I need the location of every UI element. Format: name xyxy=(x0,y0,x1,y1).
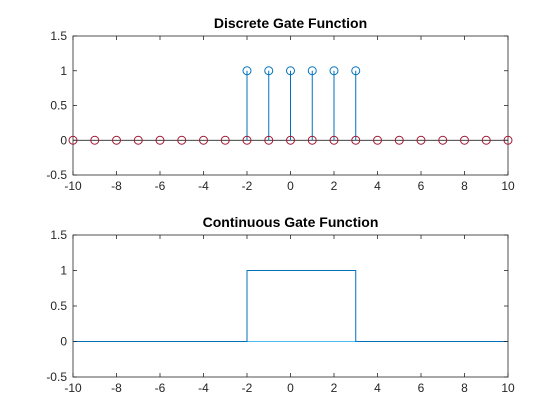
discrete-x-tick-label: -6 xyxy=(155,179,166,193)
discrete-x-tick-label: -2 xyxy=(242,179,253,193)
continuous-plot-marks xyxy=(73,270,508,342)
stem-point-zero xyxy=(90,135,100,145)
continuous-x-tick-labels: -10 -8 -6 -4 -2 0 2 4 6 8 10 xyxy=(64,381,515,395)
stem-point-one xyxy=(242,66,252,76)
discrete-y-tick-label: -0.5 xyxy=(46,168,67,182)
stem-point-zero xyxy=(394,135,404,145)
stem-point-one xyxy=(264,66,274,76)
discrete-x-tick-label: 6 xyxy=(418,179,425,193)
continuous-y-tick-labels: -0.5 0 0.5 1 1.5 xyxy=(46,228,67,384)
discrete-y-tick-label: 1.5 xyxy=(50,29,67,43)
continuous-y-tick-label: 0.5 xyxy=(50,299,67,313)
continuous-y-tick-label: 1.5 xyxy=(50,228,67,242)
continuous-x-tick-label: 4 xyxy=(374,381,381,395)
discrete-x-tick-marks xyxy=(72,36,509,175)
discrete-x-tick-labels: -10 -8 -6 -4 -2 0 2 4 6 8 10 xyxy=(64,179,515,193)
stem-point-zero xyxy=(416,135,426,145)
discrete-y-tick-label: 0 xyxy=(60,133,67,147)
continuous-chart-title: Continuous Gate Function xyxy=(203,214,379,230)
stem-point-zero xyxy=(373,135,382,145)
stem-point-zero xyxy=(438,135,448,145)
stem-point-zero xyxy=(177,135,187,145)
stem-point-zero xyxy=(307,135,317,145)
discrete-y-tick-marks xyxy=(73,35,508,176)
stem-point-one xyxy=(329,66,339,76)
gate-line xyxy=(73,270,508,342)
stem-point-zero xyxy=(133,135,143,145)
stem-point-zero xyxy=(112,135,121,145)
discrete-y-tick-labels: -0.5 0 0.5 1 1.5 xyxy=(46,29,67,182)
discrete-chart-title: Discrete Gate Function xyxy=(214,15,367,31)
discrete-plot-marks xyxy=(68,66,513,145)
stem-point-one xyxy=(286,66,295,76)
discrete-x-tick-label: 8 xyxy=(461,179,468,193)
discrete-x-tick-label: -10 xyxy=(64,179,82,193)
discrete-x-tick-label: 4 xyxy=(374,179,381,193)
stem-point-zero xyxy=(329,135,339,145)
continuous-gate-axes: -10 -8 -6 -4 -2 0 2 4 6 8 10 -0.5 0 0.5 1 1.5 Continuo… xyxy=(46,214,515,395)
continuous-x-tick-label: 10 xyxy=(501,381,515,395)
stem-point-zero xyxy=(481,135,491,145)
stem-point-one xyxy=(351,66,361,76)
stem-point-one xyxy=(307,66,317,76)
continuous-x-tick-marks xyxy=(72,235,509,377)
discrete-y-tick-label: 0.5 xyxy=(50,99,67,113)
discrete-x-tick-label: 0 xyxy=(287,179,294,193)
discrete-x-tick-label: -4 xyxy=(198,179,209,193)
continuous-axes-box xyxy=(72,234,509,378)
continuous-x-tick-label: -10 xyxy=(64,381,82,395)
stem-point-zero xyxy=(460,135,469,145)
stem-point-zero xyxy=(242,135,252,145)
stem-point-zero xyxy=(264,135,274,145)
continuous-y-tick-label: -0.5 xyxy=(46,370,67,384)
continuous-y-tick-label: 0 xyxy=(60,335,67,349)
stem-point-zero xyxy=(199,135,208,145)
continuous-y-tick-marks xyxy=(73,234,508,378)
continuous-x-tick-label: -8 xyxy=(111,381,122,395)
stem-point-zero xyxy=(155,135,165,145)
discrete-y-tick-label: 1 xyxy=(60,64,67,78)
continuous-x-tick-label: -6 xyxy=(155,381,166,395)
stem-point-zero xyxy=(351,135,361,145)
discrete-x-tick-label: 2 xyxy=(331,179,338,193)
continuous-x-tick-label: -2 xyxy=(242,381,253,395)
discrete-x-tick-label: -8 xyxy=(111,179,122,193)
continuous-y-tick-label: 1 xyxy=(60,264,67,278)
stem-point-zero xyxy=(286,135,295,145)
discrete-x-tick-label: 10 xyxy=(501,179,515,193)
stem-point-zero xyxy=(220,135,230,145)
continuous-x-tick-label: 6 xyxy=(418,381,425,395)
continuous-x-tick-label: 8 xyxy=(461,381,468,395)
continuous-x-tick-label: -4 xyxy=(198,381,209,395)
discrete-gate-axes: -10 -8 -6 -4 -2 0 2 4 6 8 10 -0.5 0 0.5 1 1.5 Discrete… xyxy=(46,15,515,193)
continuous-x-tick-label: 2 xyxy=(331,381,338,395)
continuous-x-tick-label: 0 xyxy=(287,381,294,395)
